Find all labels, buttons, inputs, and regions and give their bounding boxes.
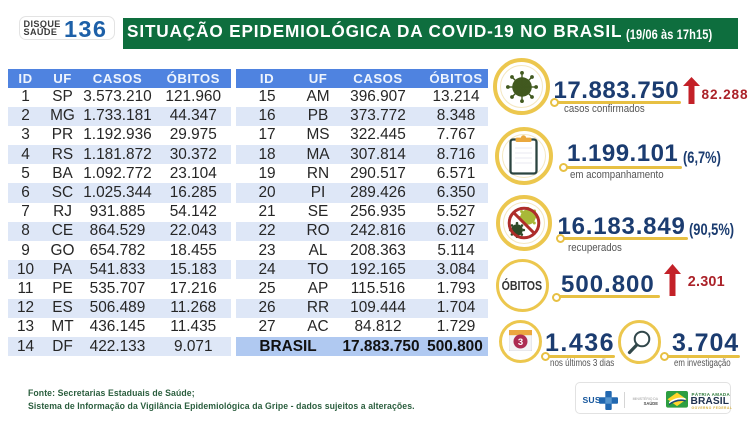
svg-text:3: 3 — [518, 337, 523, 348]
